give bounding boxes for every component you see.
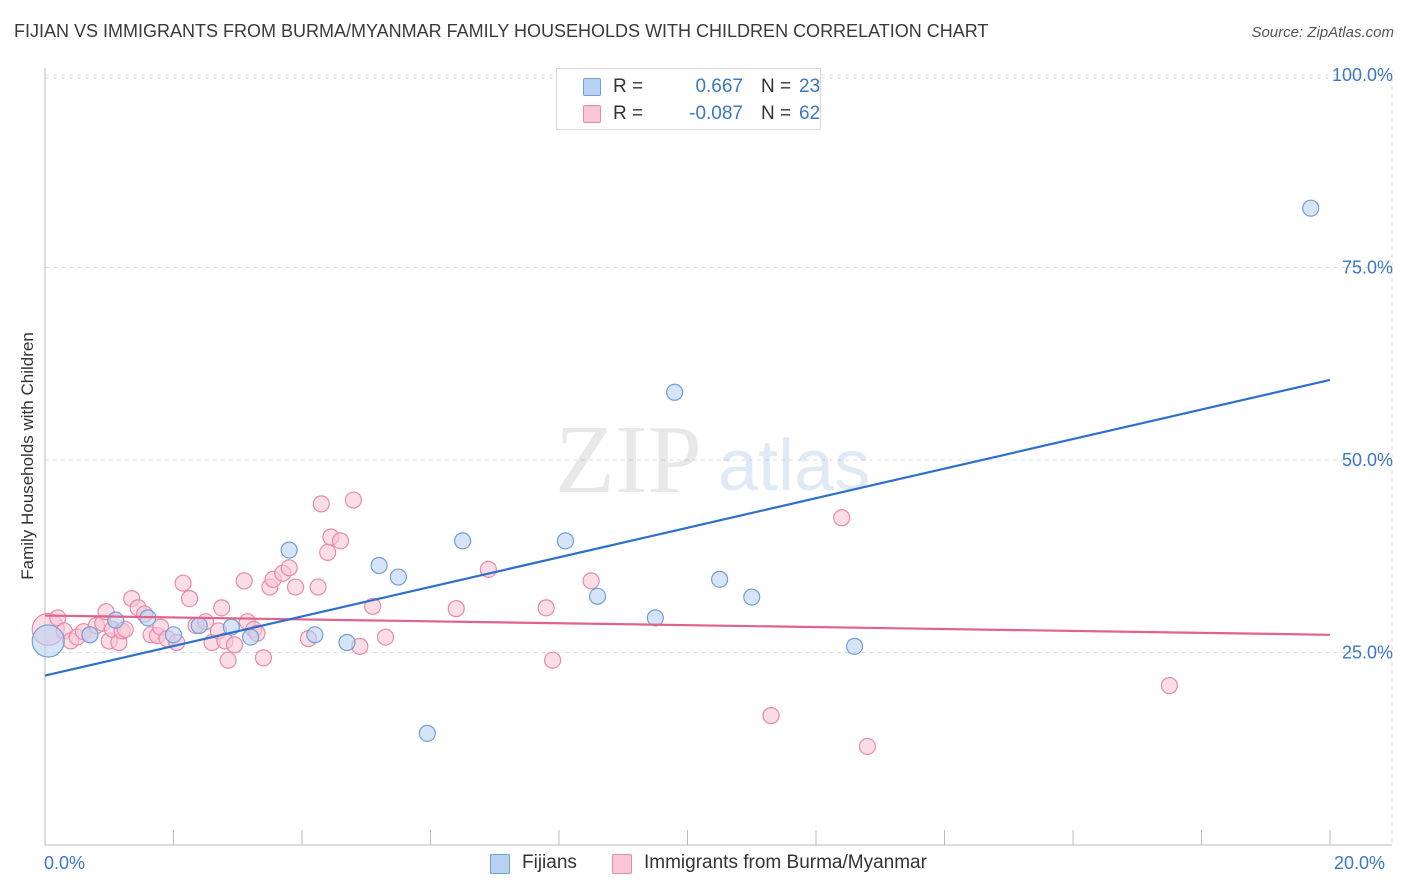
burma-point — [286, 578, 305, 596]
fijian-point — [306, 626, 324, 644]
n-label: N = — [761, 103, 792, 124]
burma-point — [213, 599, 231, 617]
burma-point — [344, 491, 362, 509]
burma-point — [858, 737, 877, 756]
fijian-point — [242, 628, 260, 646]
fijian-point — [370, 556, 388, 575]
fijian-point — [556, 532, 575, 550]
fijian-point — [31, 624, 65, 658]
fijian-point — [107, 611, 125, 629]
fijians-trend-line — [44, 378, 1331, 677]
fijians-legend-label: Fijians — [522, 852, 577, 873]
r-label: R = — [613, 76, 644, 97]
fijian-point — [389, 568, 407, 586]
n-label: N = — [761, 76, 792, 97]
trend-lines — [44, 378, 1331, 677]
fijians-legend-swatch — [490, 854, 510, 874]
fijian-point — [711, 570, 729, 588]
burma-point — [309, 578, 327, 596]
burma-point — [376, 628, 395, 646]
burma-point — [537, 599, 555, 617]
burma-point — [331, 532, 350, 550]
burma-point — [762, 707, 780, 725]
y-tick-label: 75.0% — [1342, 258, 1393, 278]
burma-point — [1160, 677, 1178, 695]
burma-point — [364, 597, 382, 615]
fijian-point — [743, 588, 761, 606]
burma-point — [180, 589, 199, 608]
fijian-point — [454, 532, 472, 550]
fijian-point — [164, 626, 183, 644]
burma-legend-label: Immigrants from Burma/Myanmar — [644, 852, 927, 873]
y-tick-label: 25.0% — [1342, 643, 1393, 663]
burma-point — [219, 651, 237, 669]
fijian-point — [280, 541, 298, 559]
n-value: 62 — [799, 103, 821, 124]
burma-point — [833, 509, 851, 527]
fijian-point — [338, 633, 356, 652]
burma-swatch — [583, 105, 601, 123]
r-value: -0.087 — [689, 103, 743, 124]
burma-point — [582, 572, 600, 590]
burma-trend-line — [44, 614, 1331, 636]
source-label: Source: ZipAtlas.com — [1251, 24, 1394, 41]
watermark-atlas: atlas — [718, 426, 870, 506]
y-tick-label: 50.0% — [1342, 450, 1393, 470]
x-tick-min: 0.0% — [44, 853, 86, 873]
fijian-point — [666, 383, 684, 401]
y-tick-labels: 25.0% 50.0% 75.0% 100.0% — [1332, 65, 1393, 663]
burma-point — [174, 574, 192, 592]
axes — [44, 68, 1392, 846]
burma-legend-swatch — [612, 854, 632, 874]
burma-point — [235, 572, 253, 590]
correlation-legend: R = 0.667 N = 23 R = -0.087 N = 62 — [556, 68, 821, 130]
r-label: R = — [613, 103, 644, 124]
burma-point — [543, 651, 562, 669]
burma-point — [312, 495, 330, 513]
fijian-point — [81, 626, 99, 644]
burma-point — [319, 543, 337, 562]
burma-point — [280, 559, 298, 577]
fijian-point — [190, 616, 208, 635]
burma-point — [447, 600, 465, 618]
burma-point — [225, 636, 244, 654]
n-value: 23 — [799, 76, 821, 97]
fijian-point — [588, 587, 607, 605]
watermark-zip: ZIP — [555, 406, 702, 514]
burma-point — [254, 649, 273, 667]
r-value: 0.667 — [695, 76, 743, 97]
chart-title: FIJIAN VS IMMIGRANTS FROM BURMA/MYANMAR … — [14, 21, 989, 41]
fijian-point — [418, 724, 436, 742]
fijian-point — [1302, 199, 1320, 217]
y-tick-label: 100.0% — [1332, 65, 1393, 85]
x-tick-max: 20.0% — [1334, 853, 1386, 873]
fijian-point — [646, 609, 664, 627]
fijians-swatch — [583, 78, 601, 96]
fijian-point — [845, 637, 864, 655]
